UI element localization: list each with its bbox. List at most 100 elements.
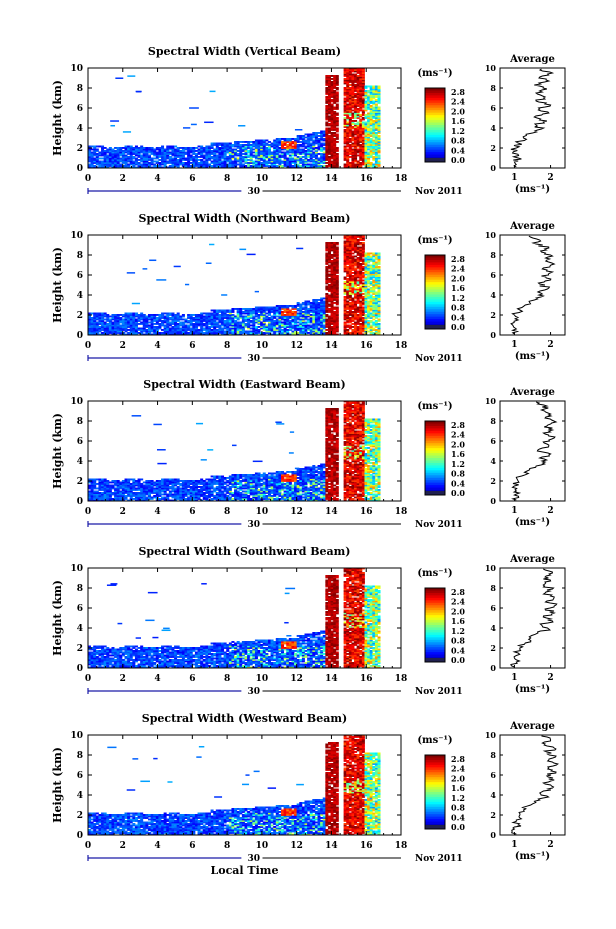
heatmap-cell bbox=[226, 321, 230, 324]
heatmap-cell bbox=[174, 314, 178, 316]
heatmap-cell bbox=[288, 148, 292, 151]
heatmap-cell bbox=[283, 321, 287, 324]
heatmap-cell bbox=[314, 159, 318, 161]
heatmap-cell bbox=[207, 317, 211, 319]
heatmap-cell bbox=[171, 166, 175, 169]
heatmap-cell bbox=[136, 90, 142, 93]
heatmap-cell bbox=[330, 151, 334, 154]
heatmap-cell bbox=[361, 306, 365, 309]
heatmap-cell bbox=[179, 156, 183, 158]
heatmap-cell bbox=[184, 157, 188, 160]
heatmap-cell bbox=[200, 329, 204, 331]
heatmap-cell bbox=[265, 309, 269, 312]
heatmap-cell bbox=[252, 318, 256, 321]
heatmap-cell bbox=[281, 162, 285, 164]
heatmap-cell bbox=[346, 126, 350, 128]
heatmap-cell bbox=[111, 156, 115, 158]
heatmap-cell bbox=[322, 154, 326, 157]
heatmap-cell bbox=[351, 308, 355, 310]
heatmap-cell bbox=[359, 90, 363, 92]
heatmap-cell bbox=[372, 321, 376, 324]
heatmap-cell bbox=[359, 145, 363, 148]
heatmap-cell bbox=[249, 153, 253, 155]
heatmap-cell bbox=[145, 162, 149, 164]
heatmap-cell bbox=[317, 138, 321, 140]
heatmap-cell bbox=[354, 141, 358, 143]
heatmap-cell bbox=[142, 160, 146, 163]
heatmap-cell bbox=[361, 93, 365, 95]
heatmap-cell bbox=[98, 163, 102, 166]
heatmap-cell bbox=[166, 333, 170, 336]
heatmap-cell bbox=[247, 165, 251, 167]
heatmap-cell bbox=[354, 296, 358, 298]
heatmap-cell bbox=[166, 145, 170, 148]
heatmap-cell bbox=[184, 163, 188, 166]
heatmap-cell bbox=[106, 156, 110, 158]
heatmap-cell bbox=[252, 163, 256, 166]
heatmap-cell bbox=[335, 124, 339, 127]
heatmap-cell bbox=[132, 165, 136, 167]
heatmap-cell bbox=[351, 314, 355, 316]
heatmap-cell bbox=[221, 151, 225, 154]
heatmap-cell bbox=[364, 315, 368, 318]
heatmap-cell bbox=[93, 166, 97, 169]
heatmap-cell bbox=[325, 141, 329, 143]
heatmap-cell bbox=[140, 329, 144, 331]
heatmap-cell bbox=[359, 162, 363, 164]
heatmap-cell bbox=[351, 148, 355, 151]
heatmap-cell bbox=[218, 318, 222, 321]
heatmap-cell bbox=[150, 159, 154, 161]
heatmap-cell bbox=[260, 312, 264, 315]
heatmap-cell bbox=[322, 151, 326, 154]
heatmap-cell bbox=[367, 297, 371, 300]
heatmap-cell bbox=[171, 151, 175, 154]
heatmap-cell bbox=[270, 145, 274, 148]
heatmap-cell bbox=[354, 240, 358, 243]
heatmap-cell bbox=[351, 94, 355, 97]
heatmap-cell bbox=[288, 145, 292, 148]
heatmap-cell bbox=[356, 154, 360, 157]
heatmap-cell bbox=[330, 132, 334, 134]
heatmap-cell bbox=[155, 156, 159, 158]
heatmap-cell bbox=[247, 315, 251, 318]
heatmap-cell bbox=[236, 147, 240, 149]
heatmap-cell bbox=[351, 105, 355, 107]
heatmap-cell bbox=[106, 166, 110, 169]
heatmap-cell bbox=[354, 129, 358, 131]
heatmap-cell bbox=[213, 151, 217, 154]
heatmap-cell bbox=[121, 159, 125, 161]
heatmap-cell bbox=[176, 162, 180, 164]
heatmap-cell bbox=[171, 332, 175, 334]
heatmap-cell bbox=[333, 324, 337, 327]
heatmap-cell bbox=[317, 305, 321, 307]
heatmap-cell bbox=[163, 154, 167, 157]
heatmap-cell bbox=[174, 156, 178, 158]
heatmap-cell bbox=[103, 156, 107, 158]
heatmap-cell bbox=[236, 314, 240, 316]
heatmap-cell bbox=[228, 156, 232, 158]
heatmap-cell bbox=[359, 150, 363, 152]
heatmap-cell bbox=[197, 162, 201, 164]
heatmap-cell bbox=[343, 321, 347, 324]
heatmap-cell bbox=[215, 154, 219, 157]
heatmap-cell bbox=[215, 321, 219, 324]
heatmap-cell bbox=[239, 332, 243, 334]
heatmap-cell bbox=[374, 124, 378, 127]
heatmap-cell bbox=[223, 151, 227, 154]
heatmap-cell bbox=[114, 314, 118, 316]
heatmap-cell bbox=[108, 321, 112, 324]
heatmap-cell bbox=[351, 258, 355, 261]
heatmap-cell bbox=[351, 130, 355, 133]
heatmap-cell bbox=[330, 291, 334, 294]
colorbar-step bbox=[425, 110, 445, 114]
heatmap-cell bbox=[231, 163, 235, 166]
heatmap-cell bbox=[103, 157, 107, 160]
heatmap-cell bbox=[359, 69, 363, 71]
colorbar-step bbox=[425, 132, 445, 136]
heatmap-cell bbox=[301, 332, 305, 334]
heatmap-cell bbox=[281, 165, 285, 167]
heatmap-cell bbox=[286, 324, 290, 327]
heatmap-cell bbox=[228, 329, 232, 331]
heatmap-cell bbox=[377, 270, 381, 273]
heatmap-cell bbox=[361, 255, 365, 258]
